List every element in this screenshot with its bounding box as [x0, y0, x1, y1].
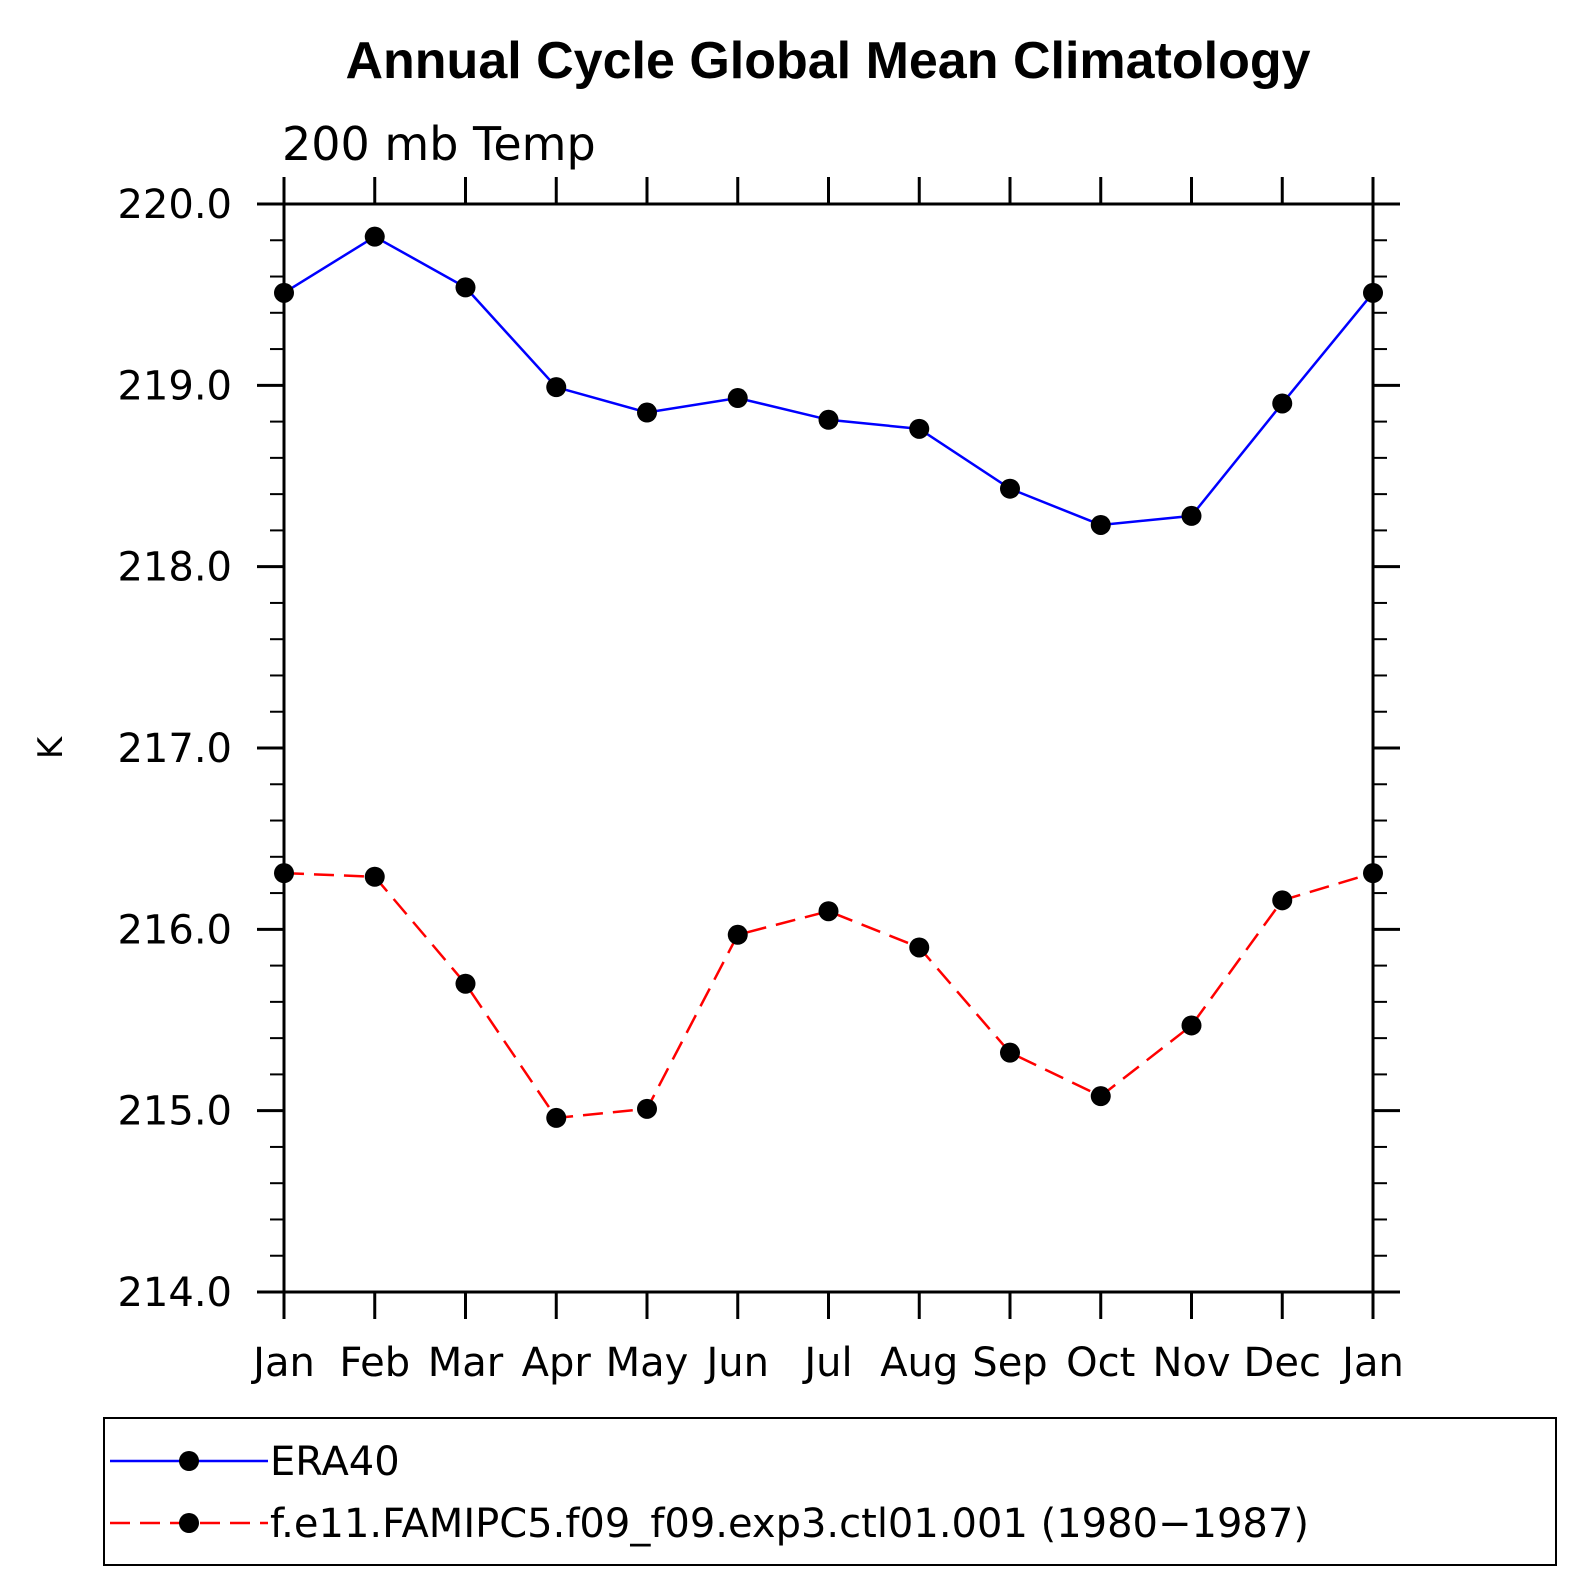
y-tick-label: 220.0 [117, 182, 232, 228]
data-point-1 [727, 924, 748, 945]
tick-labels: Jan Feb Mar Apr May Jun Jul Aug Sep Oct Nov Dec Jan 2… [117, 182, 1403, 1386]
legend-items: ERA40 f.e11.FAMIPC5.f09_f09.exp3.ctl01.00… [110, 1439, 1309, 1547]
plot-frame [282, 202, 1375, 1294]
x-tick-label: Aug [880, 1340, 958, 1386]
data-point-0 [274, 282, 294, 303]
x-tick-label: May [606, 1340, 689, 1386]
x-tick-label: Jun [704, 1340, 770, 1386]
x-tick-label: Oct [1066, 1340, 1135, 1386]
legend-marker-1 [179, 1513, 199, 1533]
legend: ERA40 f.e11.FAMIPC5.f09_f09.exp3.ctl01.00… [103, 1417, 1557, 1566]
x-tick-label: Jan [250, 1340, 315, 1386]
chart-subtitle: 200 mb Temp [282, 117, 596, 171]
data-point-0 [1000, 478, 1020, 499]
legend-marker-0 [179, 1451, 199, 1471]
x-tick-label: Mar [428, 1340, 504, 1386]
x-tick-label: Dec [1244, 1340, 1321, 1386]
data-point-1 [1181, 1015, 1202, 1036]
chart-title: Annual Cycle Global Mean Climatology [345, 32, 1310, 90]
y-axis-label: K [31, 735, 71, 759]
data-point-1 [364, 866, 385, 887]
legend-frame [103, 1417, 1557, 1566]
series-line-0 [283, 235, 1374, 527]
y-tick-label: 215.0 [117, 1089, 232, 1135]
data-point-1 [818, 901, 839, 922]
series-layer [274, 226, 1383, 1128]
data-point-0 [909, 418, 930, 439]
x-tick-label: Apr [522, 1340, 592, 1386]
axis-ticks [257, 177, 1400, 1319]
data-point-0 [1272, 393, 1293, 414]
data-point-0 [1181, 505, 1202, 526]
data-point-0 [364, 226, 385, 247]
data-point-1 [637, 1098, 657, 1119]
data-point-1 [274, 863, 294, 884]
data-point-0 [727, 388, 748, 409]
y-tick-label: 218.0 [117, 545, 232, 591]
data-point-0 [637, 402, 657, 423]
data-point-1 [1090, 1086, 1111, 1107]
data-point-1 [455, 973, 476, 994]
data-point-0 [546, 377, 567, 398]
data-point-0 [455, 277, 476, 298]
x-tick-label: Feb [339, 1340, 410, 1386]
data-point-1 [1363, 863, 1383, 884]
x-tick-label: Sep [972, 1340, 1047, 1386]
legend-label-1: f.e11.FAMIPC5.f09_f09.exp3.ctl01.001 (19… [270, 1501, 1309, 1547]
y-tick-label: 217.0 [117, 726, 232, 772]
data-point-1 [546, 1107, 567, 1128]
y-tick-label: 214.0 [117, 1270, 232, 1316]
x-tick-label: Jul [801, 1340, 852, 1386]
data-point-1 [909, 937, 930, 958]
data-point-0 [818, 409, 839, 430]
data-point-1 [1272, 890, 1293, 911]
y-tick-label: 219.0 [117, 363, 232, 409]
data-point-0 [1363, 282, 1383, 303]
x-tick-label: Jan [1339, 1340, 1404, 1386]
x-tick-label: Nov [1152, 1340, 1230, 1386]
legend-label-0: ERA40 [270, 1439, 400, 1485]
data-point-1 [1000, 1042, 1020, 1063]
data-point-0 [1090, 514, 1111, 535]
y-tick-label: 216.0 [117, 907, 232, 953]
